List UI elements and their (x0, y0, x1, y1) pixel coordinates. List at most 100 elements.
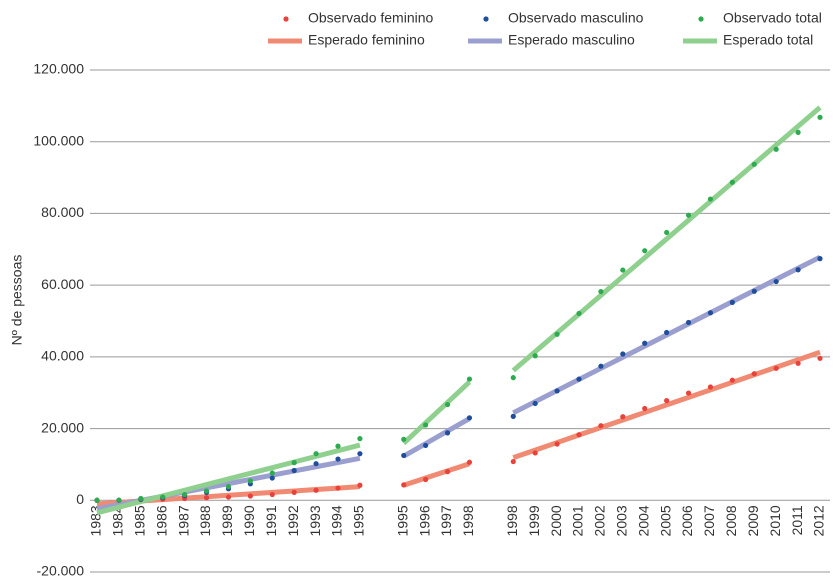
x-tick-label: 1999 (526, 505, 542, 536)
observed-point (817, 256, 823, 262)
observed-point (182, 491, 188, 498)
legend-swatch (483, 16, 489, 22)
observed-point (203, 495, 210, 501)
observed-point (642, 248, 648, 254)
observed-point (554, 388, 560, 394)
observed-point (291, 489, 297, 495)
observed-point (795, 129, 801, 135)
expected-line (402, 461, 471, 488)
observed-point (313, 451, 319, 457)
legend-label: Observado feminino (308, 10, 434, 26)
observed-point (532, 400, 538, 407)
observed-point (401, 452, 407, 459)
x-tick-label: 2006 (679, 505, 695, 536)
observed-point (598, 288, 604, 295)
x-tick-label: 2010 (767, 505, 783, 536)
observed-point (685, 319, 692, 326)
observed-point (423, 476, 429, 483)
x-tick-label: 1984 (110, 505, 126, 536)
x-tick-label: 1987 (175, 505, 191, 536)
observed-point (291, 460, 297, 466)
observed-point (423, 442, 429, 449)
observed-point (773, 278, 779, 285)
x-tick-label: 2008 (723, 505, 739, 536)
observed-point (685, 390, 692, 396)
observed-point (291, 467, 297, 474)
observed-point (598, 423, 604, 429)
observed-point (313, 487, 319, 493)
observed-point (817, 114, 823, 120)
x-tick-label: 1990 (241, 505, 257, 536)
y-tick-label: 40.000 (41, 348, 84, 364)
observed-point (729, 299, 735, 305)
observed-point (225, 484, 232, 490)
observed-point (729, 179, 735, 185)
x-tick-label: 2000 (548, 505, 564, 536)
x-tick-label: 1997 (438, 505, 454, 536)
observed-point (751, 371, 757, 377)
observed-point (707, 196, 714, 202)
legend-label: Esperado feminino (308, 32, 425, 48)
observed-point (773, 146, 779, 152)
observed-point (203, 488, 210, 494)
expected-line (402, 380, 472, 446)
x-tick-label: 1995 (351, 505, 367, 536)
observed-point (598, 363, 604, 369)
x-tick-label: 1991 (263, 505, 279, 536)
observed-point (642, 405, 648, 412)
x-tick-label: 1998 (504, 505, 520, 536)
observed-point (532, 450, 538, 456)
observed-point (751, 161, 757, 167)
observed-point (510, 413, 516, 419)
observed-point (444, 401, 451, 408)
legend-label: Esperado total (723, 32, 813, 48)
observed-point (664, 229, 670, 236)
observed-point (225, 494, 232, 500)
legend-label: Observado masculino (508, 10, 644, 26)
x-tick-label: 2009 (745, 505, 761, 536)
x-tick-label: 2005 (657, 505, 673, 536)
observed-point (466, 376, 473, 382)
observed-point (335, 485, 341, 491)
observed-point (620, 267, 626, 273)
observed-point (247, 493, 253, 499)
x-tick-label: 1985 (132, 505, 148, 536)
x-tick-label: 1988 (197, 505, 213, 536)
observed-point (138, 495, 144, 502)
observed-point (685, 212, 692, 218)
observed-point (444, 430, 451, 436)
observed-point (795, 267, 801, 273)
observed-point (401, 436, 407, 442)
observed-point (576, 310, 582, 317)
observed-point (795, 360, 801, 366)
x-tick-label: 1992 (285, 505, 301, 536)
x-tick-label: 1998 (460, 505, 476, 536)
y-tick-label: -20.000 (37, 563, 85, 578)
observed-point (357, 436, 363, 442)
legend-label: Observado total (723, 10, 822, 26)
x-tick-label: 2012 (811, 505, 827, 536)
observed-point (576, 432, 582, 438)
observed-point (94, 497, 100, 503)
observed-point (444, 469, 451, 475)
observed-point (357, 451, 363, 457)
expected-line (96, 442, 361, 516)
observed-point (664, 329, 670, 336)
expected-line (511, 105, 822, 373)
observed-point (554, 441, 560, 447)
legend-swatch (283, 16, 289, 22)
observed-point (466, 415, 473, 421)
observed-point (423, 422, 429, 428)
x-tick-label: 1996 (416, 505, 432, 536)
observed-point (160, 494, 166, 500)
x-tick-label: 2007 (701, 505, 717, 536)
x-tick-label: 2004 (635, 505, 651, 536)
observed-point (357, 482, 363, 488)
y-tick-label: 120.000 (33, 61, 84, 77)
x-tick-label: 1986 (153, 505, 169, 536)
y-tick-label: 80.000 (41, 204, 84, 220)
y-tick-label: 0 (76, 491, 84, 507)
observed-point (247, 478, 253, 484)
observed-point (335, 443, 341, 449)
